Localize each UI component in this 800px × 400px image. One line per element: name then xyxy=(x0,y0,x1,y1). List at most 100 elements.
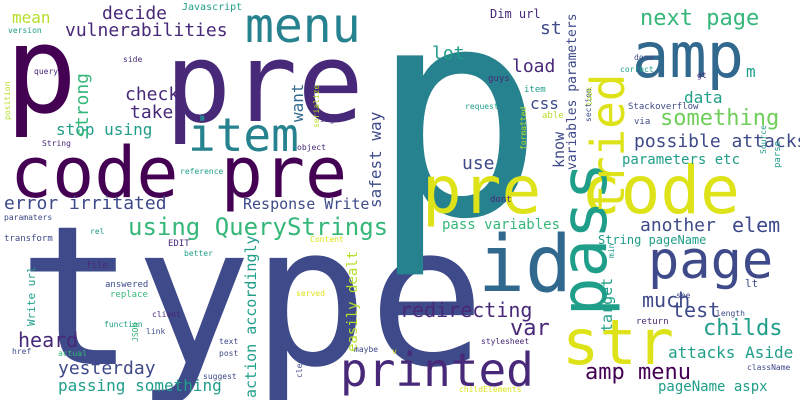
cloud-word-m: m xyxy=(746,62,756,81)
cloud-word-link: link xyxy=(146,327,166,336)
cloud-word-maybe: maybe xyxy=(354,345,379,354)
cloud-word-yesterday: yesterday xyxy=(58,358,156,379)
cloud-word-amp-menu: amp menu xyxy=(585,360,691,385)
cloud-word-pagename-aspx: pageName aspx xyxy=(658,379,768,395)
cloud-word-check: check xyxy=(125,84,180,105)
cloud-word-childelements: childElements xyxy=(459,385,522,394)
cloud-word-mean: mean xyxy=(12,8,51,27)
cloud-word-post: post xyxy=(219,349,239,358)
cloud-word-amp: amp xyxy=(632,19,744,92)
cloud-word-rel: rel xyxy=(90,227,105,236)
cloud-word-p-large: p xyxy=(370,0,545,283)
cloud-word-string-pagename: String pageName xyxy=(598,233,707,247)
cloud-word-str: str xyxy=(562,306,674,379)
cloud-word-menu: menu xyxy=(245,0,361,54)
cloud-word-parameters-etc: parameters etc xyxy=(622,152,741,168)
cloud-word-href: href xyxy=(12,347,32,356)
cloud-word-use: use xyxy=(462,153,495,174)
cloud-word-length: length xyxy=(716,309,745,318)
cloud-word-css: css xyxy=(530,94,559,113)
cloud-word-want: want xyxy=(288,83,307,122)
cloud-word-error-irritated: error irritated xyxy=(4,193,167,214)
cloud-word-gt: gt xyxy=(697,71,707,80)
cloud-word-client: client xyxy=(152,310,181,319)
cloud-word-source: Source xyxy=(759,125,768,154)
cloud-word-much: much xyxy=(642,288,691,312)
cloud-word-variables-parameters: variables parameters xyxy=(565,13,580,170)
cloud-word-formatted: formatted xyxy=(519,106,528,150)
cloud-word-parse: parse xyxy=(773,140,783,168)
cloud-word-decide: decide xyxy=(102,3,168,24)
cloud-word-next-page: next page xyxy=(640,6,760,31)
cloud-word-look: look xyxy=(585,86,594,106)
cloud-word-vulnerabilities: vulnerabilities xyxy=(65,20,228,41)
cloud-word-transform: transform xyxy=(4,234,53,244)
cloud-word-answered: answered xyxy=(105,280,149,290)
cloud-word-lot: lot xyxy=(432,43,465,64)
cloud-word-easily-dealt: easily dealt xyxy=(345,250,361,352)
cloud-word-pre: pre xyxy=(165,19,364,147)
cloud-word-stylesheet: stylesheet xyxy=(481,337,530,346)
cloud-word-type: type xyxy=(18,184,486,400)
cloud-word-content: Content xyxy=(310,235,344,244)
cloud-word-paramaters: paramaters xyxy=(4,213,53,222)
cloud-word-write-url: Write url xyxy=(25,266,38,326)
cloud-word-item-small: item xyxy=(524,85,546,95)
cloud-word-heard: heard xyxy=(18,328,79,352)
cloud-word-file: file xyxy=(86,261,108,271)
cloud-word-object: object xyxy=(297,143,326,152)
cloud-word-position: position xyxy=(3,81,12,120)
cloud-word-pre-code: pre code xyxy=(422,152,740,229)
cloud-word-target: target xyxy=(598,277,616,332)
cloud-word-st: st xyxy=(540,18,562,39)
cloud-word-action-accordingly: action accordingly xyxy=(242,235,260,398)
cloud-word-response-write: Response Write xyxy=(243,195,370,213)
cloud-word-attacks-aside: attacks Aside xyxy=(668,343,794,362)
cloud-word-test: test xyxy=(672,298,721,322)
cloud-word-v: v xyxy=(392,347,397,356)
cloud-word-text: text xyxy=(219,337,239,346)
cloud-word-able: able xyxy=(542,111,564,121)
cloud-word-classname: className xyxy=(747,363,791,372)
cloud-word-string: String xyxy=(42,139,71,148)
cloud-word-elem: elem xyxy=(732,213,781,237)
cloud-word-clean: clean xyxy=(295,353,304,378)
cloud-word-item: item xyxy=(188,108,299,162)
cloud-word-json: JSON xyxy=(131,322,140,342)
cloud-word-possible-attacks: possible attacks xyxy=(634,131,800,152)
cloud-word-childs: childs xyxy=(703,316,783,341)
cloud-word-min: min xyxy=(607,243,616,258)
cloud-word-actual: actual xyxy=(58,349,87,358)
cloud-word-via: via xyxy=(634,117,651,127)
cloud-word-query: query xyxy=(34,67,59,76)
cloud-word-printed: printed xyxy=(340,343,534,397)
cloud-word-page: page xyxy=(648,231,774,291)
cloud-word-stackoverflow: Stackoverflow xyxy=(628,102,699,112)
cloud-word-using-querystrings: using QueryStrings xyxy=(128,213,389,241)
cloud-word-code-pre: code pre xyxy=(10,132,348,214)
cloud-word-var: var xyxy=(510,316,550,341)
cloud-word-load: load xyxy=(512,56,556,77)
cloud-word-dim-url: Dim url xyxy=(490,7,541,21)
cloud-word-stop-using: stop using xyxy=(56,120,153,139)
cloud-word-replace: replace xyxy=(110,290,148,300)
cloud-word-return: return xyxy=(636,317,669,327)
cloud-word-redirecting: redirecting xyxy=(400,298,533,322)
cloud-word-guys: guys xyxy=(488,74,510,84)
cloud-word-suggest: suggest xyxy=(203,372,237,381)
cloud-word-another: another xyxy=(640,215,716,236)
cloud-word-strong: strong xyxy=(72,72,93,138)
cloud-word-lt: lt xyxy=(745,277,759,290)
cloud-word-passing-something: passing something xyxy=(58,376,222,395)
cloud-word-javascript: Javascript xyxy=(182,2,243,13)
cloud-word-sign: sign xyxy=(320,115,340,124)
cloud-word-function: function xyxy=(104,320,143,329)
cloud-word-correct: correct xyxy=(620,65,654,74)
cloud-word-request: request xyxy=(465,102,499,111)
cloud-word-version: version xyxy=(8,26,42,35)
cloud-word-done: done xyxy=(634,53,654,62)
cloud-word-see: see xyxy=(676,291,691,300)
cloud-word-reference: reference xyxy=(180,167,224,176)
cloud-word-safest-way: safest way xyxy=(366,111,385,208)
